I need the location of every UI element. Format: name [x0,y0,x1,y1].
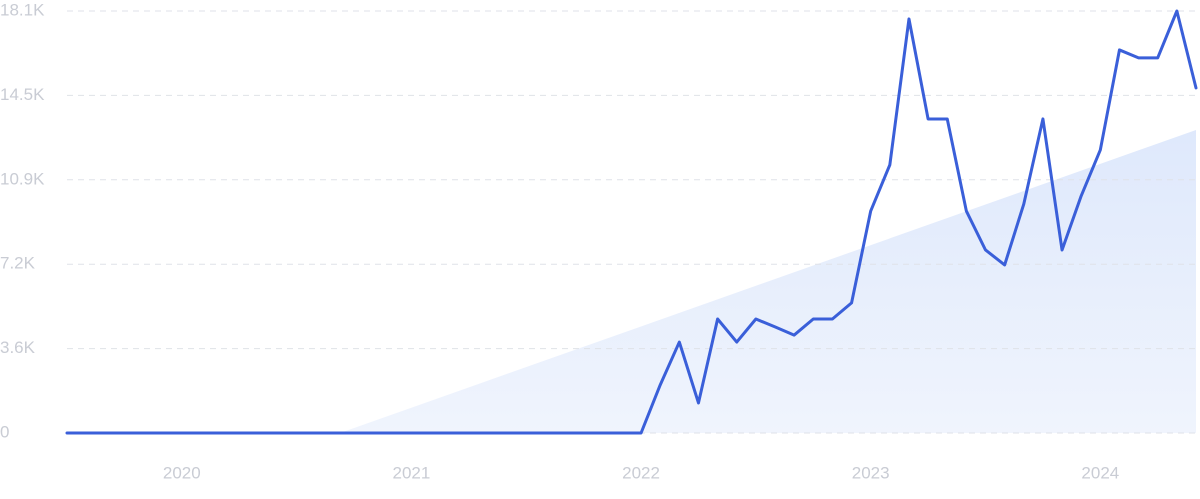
y-tick-label: 3.6K [0,338,36,357]
y-tick-label: 7.2K [0,254,36,273]
data-line [65,9,1198,435]
x-tick-label: 2024 [1081,463,1119,482]
x-tick-label: 2023 [852,463,890,482]
y-tick-label: 10.9K [0,169,45,188]
x-tick-label: 2020 [163,463,201,482]
x-tick-label: 2021 [393,463,431,482]
trend-area [340,130,1196,433]
y-tick-label: 14.5K [0,85,45,104]
y-tick-label: 18.1K [0,0,45,19]
y-tick-label: 0 [0,422,9,441]
x-tick-label: 2022 [622,463,660,482]
